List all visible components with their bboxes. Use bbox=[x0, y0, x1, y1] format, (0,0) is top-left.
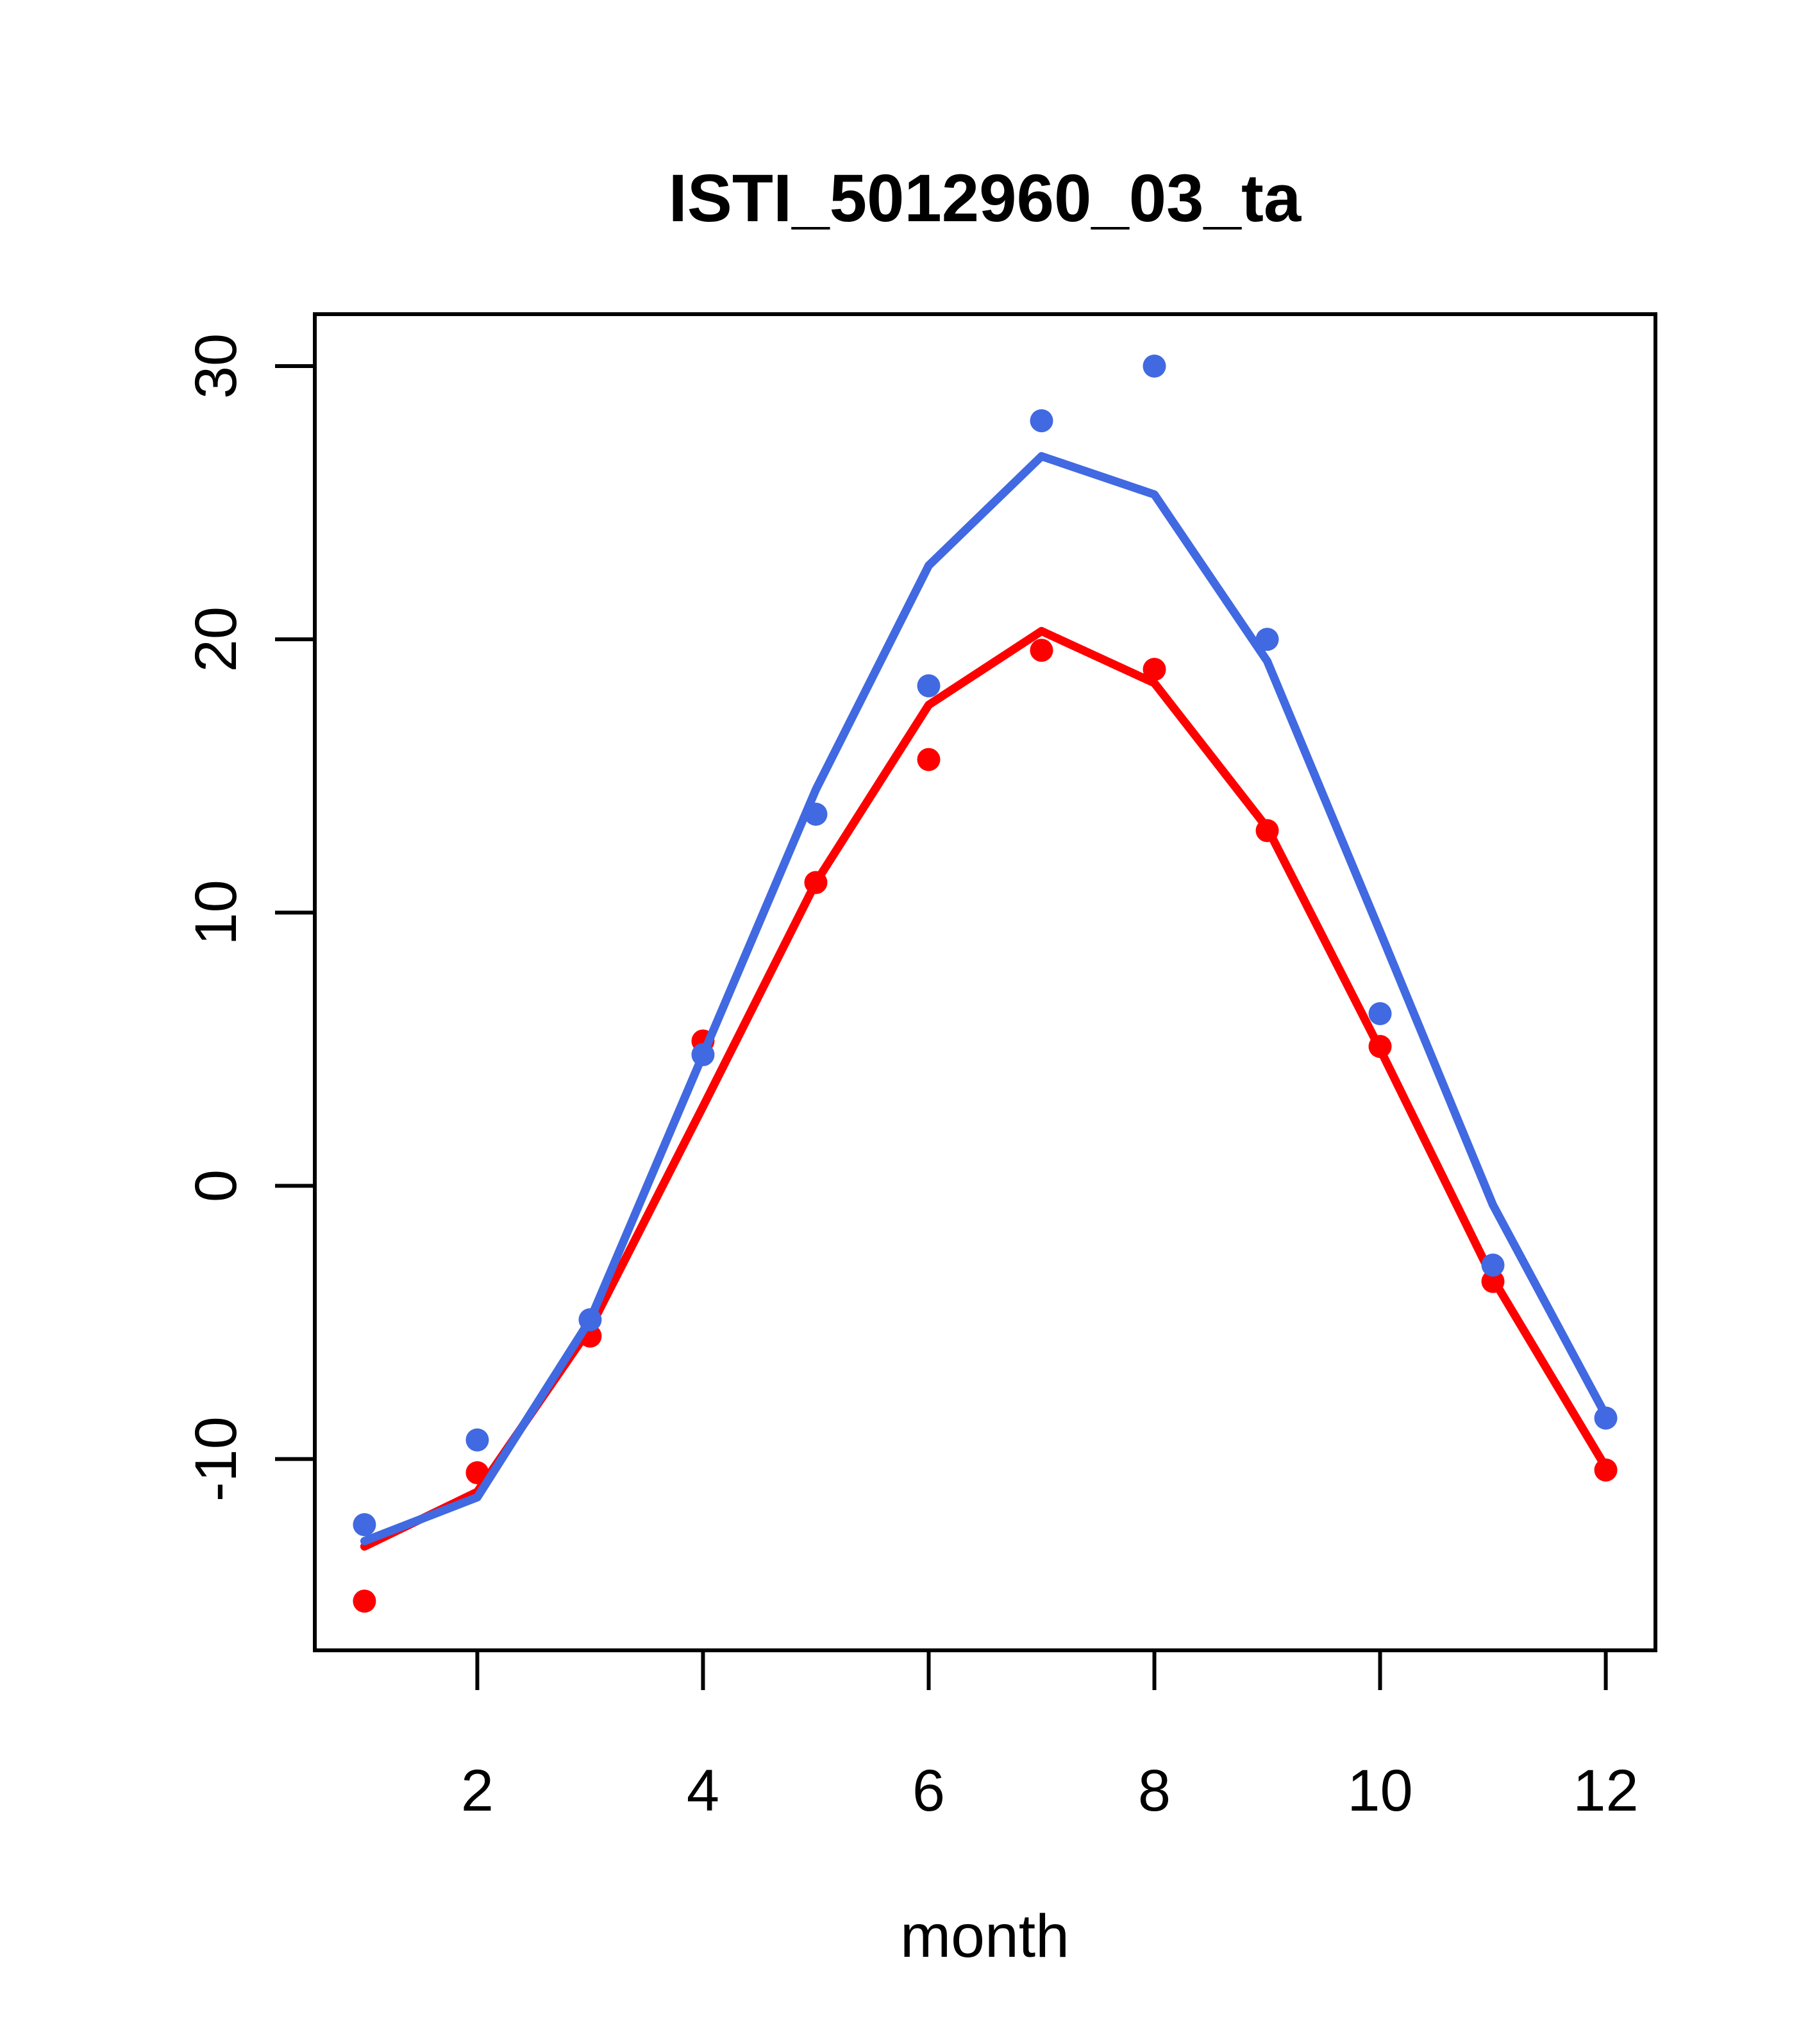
red-points-dot bbox=[917, 748, 941, 771]
x-tick-label: 4 bbox=[687, 1758, 719, 1823]
red-points-dot bbox=[465, 1461, 489, 1484]
red-points-dot bbox=[1594, 1458, 1618, 1482]
blue-points-dot bbox=[353, 1512, 376, 1536]
blue-line bbox=[360, 452, 1611, 1546]
x-tick-label: 10 bbox=[1347, 1758, 1412, 1823]
y-tick-label: 20 bbox=[183, 607, 249, 672]
blue-points-dot bbox=[465, 1428, 489, 1452]
blue-points-dot bbox=[1030, 409, 1053, 433]
y-tick-label: 30 bbox=[183, 333, 249, 399]
red-line bbox=[360, 626, 1611, 1551]
x-tick-label: 12 bbox=[1573, 1758, 1638, 1823]
y-tick-label: 10 bbox=[183, 880, 249, 945]
red-points-dot bbox=[1255, 819, 1279, 842]
blue-points-dot bbox=[1481, 1253, 1505, 1277]
red-points-dot bbox=[353, 1589, 376, 1613]
red-points-dot bbox=[1030, 639, 1053, 662]
blue-points-dot bbox=[691, 1043, 715, 1066]
blue-points-dot bbox=[917, 674, 941, 698]
blue-points-dot bbox=[1255, 628, 1279, 651]
blue-points-dot bbox=[804, 802, 828, 826]
blue-points-dot bbox=[578, 1308, 602, 1332]
chart-title: ISTI_5012960_03_ta bbox=[669, 161, 1302, 236]
x-axis-label: month bbox=[900, 1902, 1069, 1970]
red-points-dot bbox=[1481, 1269, 1505, 1293]
blue-points-dot bbox=[1594, 1406, 1618, 1430]
x-tick-label: 8 bbox=[1138, 1758, 1171, 1823]
red-points-dot bbox=[804, 871, 828, 894]
x-tick-label: 6 bbox=[912, 1758, 945, 1823]
y-tick-label: -10 bbox=[183, 1416, 249, 1502]
blue-points-dot bbox=[1143, 354, 1166, 378]
y-tick-label: 0 bbox=[183, 1169, 249, 1202]
blue-points-dot bbox=[1368, 1002, 1392, 1026]
red-points-dot bbox=[1368, 1035, 1392, 1059]
x-tick-label: 2 bbox=[461, 1758, 494, 1823]
axis-ticks: 2 4 6 8 10 12 -10 0 10 20 30 bbox=[183, 333, 1639, 1823]
red-points-dot bbox=[1143, 658, 1166, 682]
plot-frame bbox=[313, 312, 1657, 1652]
data-series bbox=[353, 354, 1618, 1613]
